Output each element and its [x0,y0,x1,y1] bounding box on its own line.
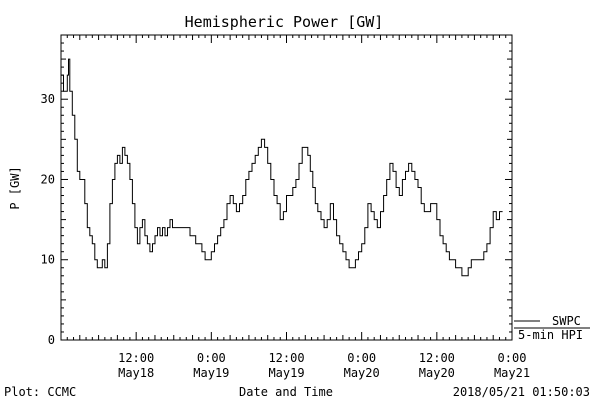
x-tick-date-label: May19 [193,366,229,380]
x-tick-date-label: May20 [419,366,455,380]
x-tick-time-label: 12:00 [118,351,154,365]
x-tick-date-label: May20 [344,366,380,380]
plot-credit: Plot: CCMC [4,385,76,399]
legend-series-label: 5-min HPI [518,328,583,342]
series-line-5min-hpi [61,58,503,277]
x-tick-date-label: May19 [268,366,304,380]
plot-timestamp: 2018/05/21 01:50:03 [453,385,590,399]
y-axis-label: P [GW] [8,166,22,209]
x-tick-date-label: May18 [118,366,154,380]
x-tick-time-label: 0:00 [498,351,527,365]
legend-source: SWPC [552,314,581,328]
chart-title: Hemispheric Power [GW] [185,13,384,31]
x-axis-label: Date and Time [239,385,333,399]
x-tick-time-label: 12:00 [268,351,304,365]
y-tick-label: 0 [48,333,55,347]
y-axis-ticks: 0 10 20 30 [41,34,512,347]
y-tick-label: 30 [41,92,55,106]
x-axis-ticks: 12:00May180:00May1912:00May190:00May2012… [60,35,530,380]
x-tick-date-label: May21 [494,366,530,380]
plot-frame [60,34,513,341]
y-tick-label: 20 [41,172,55,186]
x-tick-time-label: 0:00 [197,351,226,365]
legend: SWPC 5-min HPI [514,314,590,342]
x-tick-time-label: 0:00 [347,351,376,365]
y-tick-label: 10 [41,253,55,267]
x-tick-time-label: 12:00 [419,351,455,365]
